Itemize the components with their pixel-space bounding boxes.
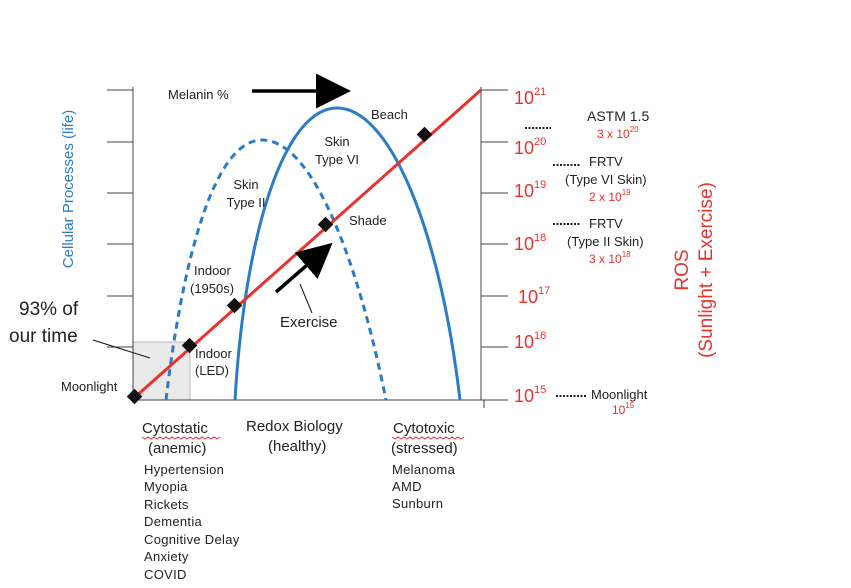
cytotoxic-item: AMD [392, 479, 422, 494]
redox-title: Redox Biology [246, 418, 343, 435]
moonlight-point-label: Moonlight [61, 379, 118, 394]
left-axis-title: Cellular Processes (life) [60, 110, 77, 268]
left-axis-ticks [107, 89, 133, 348]
frtv-vi-value: 2 x 1019 [589, 188, 631, 204]
exercise-label: Exercise [280, 314, 338, 331]
beach-marker [416, 126, 433, 143]
cytotoxic-sub: (stressed) [391, 440, 458, 457]
frtv-vi-line2: (Type VI Skin) [565, 172, 647, 187]
shade-marker [317, 216, 334, 233]
svg-text:1017: 1017 [518, 285, 550, 307]
shade-label: Shade [349, 213, 387, 228]
type-vi-label-line2: Type VI [315, 152, 359, 167]
type-ii-label-line1: Skin [233, 177, 258, 192]
svg-text:1018: 1018 [514, 232, 546, 254]
cytostatic-item: Myopia [144, 479, 188, 494]
beach-label: Beach [371, 107, 408, 122]
type-ii-curve [164, 138, 388, 401]
cytostatic-title: Cytostatic [142, 420, 208, 437]
indoor-led-label-line2: (LED) [195, 363, 229, 378]
cytotoxic-title: Cytotoxic [393, 420, 455, 437]
cytostatic-item: COVID [144, 567, 187, 582]
cytostatic-sub: (anemic) [148, 440, 206, 457]
cytostatic-item: Cognitive Delay [144, 532, 240, 547]
astm-label: ASTM 1.5 [587, 108, 649, 124]
frtv-vi-line1: FRTV [589, 154, 623, 169]
indoor-1950-label-line2: (1950s) [190, 281, 234, 296]
indoor-led-marker [181, 337, 198, 354]
svg-text:1015: 1015 [514, 384, 546, 406]
moonlight-ref-value: 1015 [612, 401, 635, 417]
indoor-1950-marker [226, 297, 243, 314]
svg-text:1020: 1020 [514, 136, 546, 158]
callout-line2: our time [9, 326, 78, 347]
astm-value: 3 x 1020 [597, 125, 639, 141]
right-axis-ticks [481, 89, 508, 401]
indoor-1950-label-line1: Indoor [194, 263, 232, 278]
callout-line1: 93% of [19, 299, 79, 320]
redox-sub: (healthy) [268, 438, 326, 455]
cytotoxic-item: Melanoma [392, 462, 456, 477]
exercise-leader [299, 283, 313, 314]
right-axis-title-line1: ROS [672, 249, 693, 290]
type-ii-label-line2: Type II [226, 195, 265, 210]
right-axis-title-line2: (Sunlight + Exercise) [696, 182, 717, 358]
melanin-label: Melanin % [168, 87, 229, 102]
type-vi-label-line1: Skin [324, 134, 349, 149]
indoor-led-label-line1: Indoor [195, 346, 233, 361]
svg-text:1019: 1019 [514, 179, 546, 201]
exercise-arrow [274, 242, 333, 294]
cytostatic-list: Hypertension Myopia Rickets Dementia Cog… [144, 462, 240, 582]
moonlight-marker [126, 388, 143, 405]
cytostatic-underline [141, 436, 221, 440]
cytotoxic-item: Sunburn [392, 496, 443, 511]
cytotoxic-underline [391, 436, 465, 440]
data-markers [126, 126, 433, 405]
cytostatic-item: Dementia [144, 514, 203, 529]
cytostatic-item: Anxiety [144, 549, 189, 564]
frtv-ii-line2: (Type II Skin) [567, 234, 644, 249]
cytostatic-item: Rickets [144, 497, 189, 512]
moonlight-ref-label: Moonlight [591, 387, 648, 402]
cytotoxic-list: Melanoma AMD Sunburn [392, 462, 456, 511]
frtv-ii-value: 3 x 1018 [589, 250, 631, 266]
svg-text:1021: 1021 [514, 86, 546, 108]
svg-text:1016: 1016 [514, 330, 546, 352]
callout-leader [92, 339, 151, 359]
reference-leaders [525, 127, 586, 397]
right-tick-labels: 1021 1020 1019 1018 1017 1016 1015 [514, 86, 550, 406]
frtv-ii-line1: FRTV [589, 216, 623, 231]
cytostatic-item: Hypertension [144, 462, 224, 477]
